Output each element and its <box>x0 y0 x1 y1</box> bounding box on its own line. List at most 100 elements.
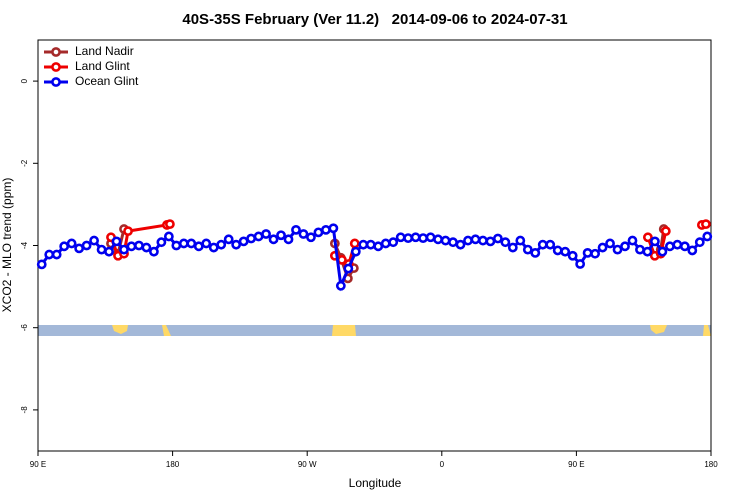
point <box>635 244 645 255</box>
y-tick-label: -4 <box>20 241 29 249</box>
point <box>485 236 496 247</box>
point <box>51 249 62 260</box>
point <box>582 247 593 258</box>
land-blob <box>332 325 356 336</box>
point <box>123 226 133 237</box>
y-tick-label: 0 <box>20 78 29 83</box>
point <box>657 246 668 257</box>
point <box>253 231 264 242</box>
point <box>365 239 376 250</box>
point <box>679 241 690 252</box>
point <box>380 238 391 249</box>
point <box>694 237 705 248</box>
point <box>343 263 354 274</box>
point <box>291 224 301 235</box>
y-tick-label: -8 <box>20 406 29 414</box>
point <box>410 232 421 243</box>
point <box>545 239 556 250</box>
legend-label: Land Nadir <box>75 44 134 58</box>
point <box>620 241 630 252</box>
legend-label: Land Glint <box>75 59 130 73</box>
point <box>590 248 600 259</box>
y-tick-label: -2 <box>20 159 29 167</box>
point <box>231 239 242 250</box>
point <box>492 233 503 244</box>
point <box>156 237 167 248</box>
point <box>96 244 107 255</box>
point <box>552 245 563 256</box>
point <box>298 229 309 239</box>
x-tick-label: 90 W <box>298 460 317 469</box>
point <box>104 246 114 257</box>
x-tick-label: 90 E <box>30 460 46 469</box>
point <box>216 239 227 250</box>
ocean-band <box>38 325 711 336</box>
point <box>507 242 518 253</box>
point <box>530 247 541 258</box>
point <box>522 244 533 255</box>
legend-marker <box>51 62 61 72</box>
point <box>149 246 159 257</box>
point <box>500 237 511 248</box>
x-tick-label: 90 E <box>568 460 584 469</box>
x-tick-label: 180 <box>166 460 180 469</box>
point <box>642 246 653 257</box>
point <box>320 224 331 235</box>
point <box>283 234 294 245</box>
map-strip <box>38 325 711 336</box>
point <box>313 227 324 238</box>
point <box>350 246 361 257</box>
point <box>433 234 443 245</box>
point <box>537 239 548 250</box>
point <box>597 242 608 253</box>
point <box>335 280 346 291</box>
legend-marker <box>51 77 61 87</box>
point <box>478 235 488 246</box>
point <box>672 239 683 250</box>
legend-marker <box>51 47 61 57</box>
point <box>702 231 713 242</box>
point <box>306 232 316 243</box>
point <box>141 242 152 253</box>
point <box>89 235 99 246</box>
point <box>515 235 526 246</box>
land-blob <box>112 325 128 334</box>
point <box>388 237 399 248</box>
legend-label: Ocean Glint <box>75 74 139 88</box>
point <box>178 238 189 249</box>
point <box>171 240 182 251</box>
point <box>642 232 653 243</box>
point <box>395 232 406 243</box>
land-blob <box>162 325 171 336</box>
series-line <box>40 226 709 292</box>
point <box>276 230 286 241</box>
y-axis-title: XCO2 - MLO trend (ppm) <box>0 178 14 313</box>
point <box>36 259 47 270</box>
point <box>268 234 279 245</box>
point <box>567 250 578 261</box>
point <box>81 240 92 251</box>
point <box>186 238 197 249</box>
point <box>701 219 711 230</box>
point <box>349 238 360 249</box>
point <box>246 233 257 244</box>
point <box>74 243 85 254</box>
point <box>575 259 586 269</box>
series-line <box>109 228 666 282</box>
point <box>455 239 466 250</box>
point <box>373 241 384 252</box>
point <box>358 239 369 250</box>
point <box>134 240 144 251</box>
point <box>425 232 436 243</box>
point <box>126 241 137 252</box>
point <box>650 236 660 247</box>
y-tick-label: -6 <box>20 324 29 332</box>
point <box>403 233 414 244</box>
point <box>560 246 571 257</box>
point <box>605 238 615 249</box>
point <box>163 231 174 242</box>
point <box>660 226 671 237</box>
point <box>440 235 451 246</box>
